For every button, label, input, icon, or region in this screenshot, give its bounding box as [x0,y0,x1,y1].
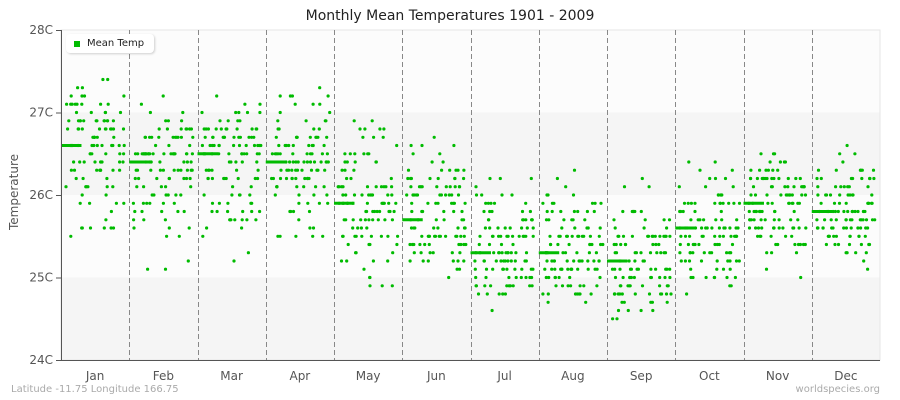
data-points [64,77,877,321]
x-tick-label: Oct [699,369,720,383]
x-tick-label: May [356,369,381,383]
x-tick-label: Dec [834,369,857,383]
axes [61,30,880,361]
x-tick-label: Jun [426,369,446,383]
legend-swatch-icon [74,40,80,47]
y-tick-label: 25C [29,271,53,285]
month-dividers [129,30,813,360]
y-tick-label: 24C [29,353,53,367]
x-tick-label: Mar [220,369,243,383]
x-tick-label: Apr [289,369,310,383]
x-tick-label: Jan [85,369,105,383]
legend-label: Mean Temp [87,38,145,49]
credit-caption: worldspecies.org [795,384,880,395]
y-tick-label: 26C [29,188,53,202]
background-bands [60,29,881,361]
y-axis-ticks: 24C 25C 26C 27C 28C [29,23,61,367]
x-tick-label: Feb [153,369,174,383]
legend[interactable]: Mean Temp [66,34,155,53]
x-tick-label: Nov [766,369,789,383]
chart-title: Monthly Mean Temperatures 1901 - 2009 [305,8,595,24]
y-tick-label: 28C [29,23,53,37]
x-tick-label: Aug [561,369,584,383]
y-tick-label: 27C [29,106,53,120]
x-tick-label: Sep [630,369,653,383]
location-caption: Latitude -11.75 Longitude 166.75 [11,384,179,395]
x-axis-month-labels: Jan Feb Mar Apr May Jun Jul Aug Sep Oct Nov Dec [85,369,858,383]
x-tick-label: Jul [496,369,511,383]
